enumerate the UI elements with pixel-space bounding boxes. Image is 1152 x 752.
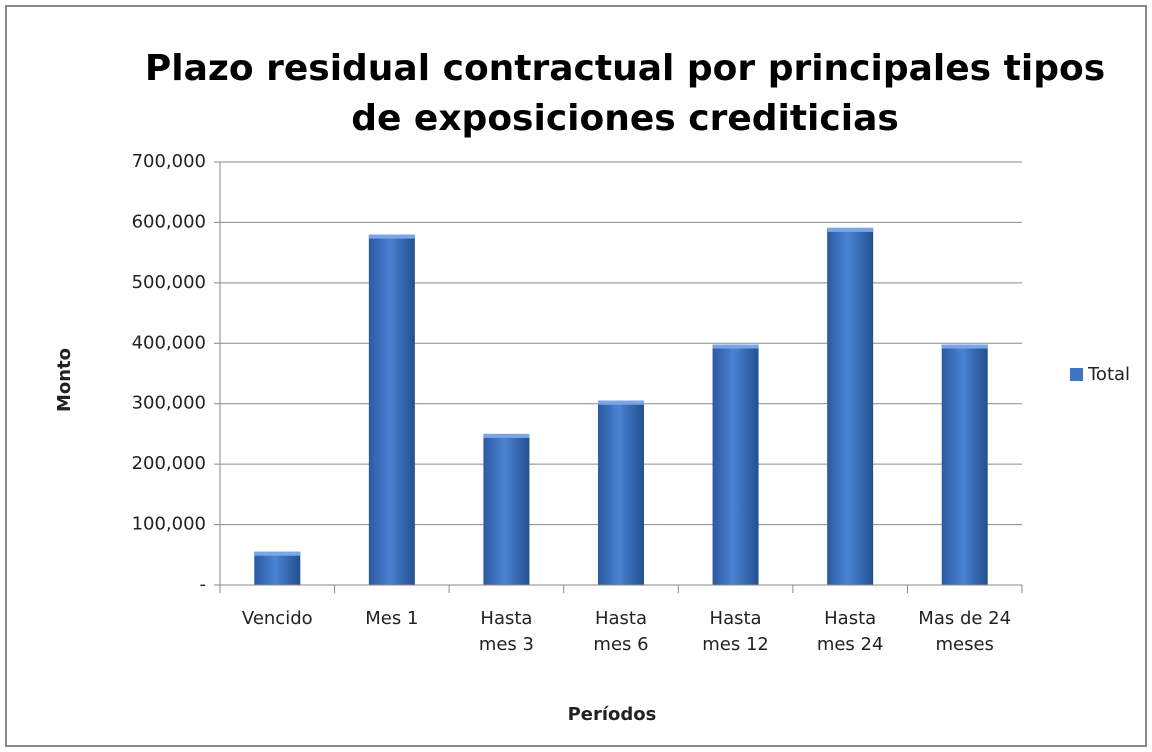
bar [598, 400, 644, 585]
x-axis-title: Períodos [568, 704, 657, 725]
legend-label: Total [1087, 364, 1130, 385]
bar [712, 344, 759, 585]
bar-cap [598, 400, 644, 405]
y-tick-label: 500,000 [132, 272, 206, 293]
chart-title: Plazo residual contractual por principal… [144, 48, 1106, 139]
bar-cap [254, 551, 301, 556]
bar [941, 344, 988, 585]
x-tick-label: Hasta mes 3 [478, 608, 534, 655]
y-tick-label: - [200, 574, 207, 595]
bar-cap [827, 227, 874, 232]
bar-cap [941, 344, 988, 349]
y-tick-label: 600,000 [132, 211, 206, 232]
y-tick-label: 700,000 [132, 151, 206, 172]
y-tick-label: 200,000 [132, 453, 206, 474]
x-tick-label: Vencido [241, 608, 313, 629]
y-tick-label: 100,000 [132, 514, 206, 535]
legend-swatch [1070, 368, 1083, 381]
y-tick-label: 400,000 [132, 332, 206, 353]
bar [827, 227, 874, 586]
bar [254, 551, 301, 585]
bar [483, 433, 530, 585]
x-tick-label: Hasta mes 6 [593, 608, 649, 655]
y-tick-label: 300,000 [132, 393, 206, 414]
bar-cap [712, 344, 759, 349]
bar-cap [483, 433, 530, 438]
x-tick-label: Mes 1 [365, 608, 419, 629]
bar-cap [368, 234, 415, 239]
x-tick-label: Hasta mes 12 [702, 608, 769, 655]
bar [368, 234, 415, 585]
x-tick-label: Hasta mes 24 [816, 608, 884, 655]
x-tick-label: Mas de 24 meses [918, 608, 1012, 655]
y-axis-title: Monto [54, 348, 75, 412]
